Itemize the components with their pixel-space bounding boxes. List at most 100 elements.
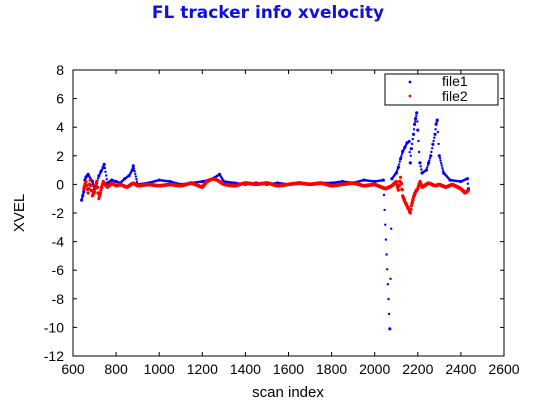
data-point — [429, 154, 432, 157]
data-point — [409, 151, 411, 153]
x-tick-label: 2000 — [359, 361, 390, 377]
data-point — [96, 186, 100, 190]
data-point — [409, 161, 412, 164]
data-point — [442, 169, 444, 171]
data-point — [104, 167, 106, 169]
x-tick-label: 1000 — [144, 361, 175, 377]
data-point — [467, 183, 469, 185]
data-point — [408, 140, 411, 143]
data-point — [133, 167, 135, 169]
data-point — [414, 117, 417, 120]
data-point — [420, 168, 422, 170]
data-point — [390, 228, 392, 230]
data-point — [412, 133, 415, 136]
data-point — [97, 197, 100, 200]
data-point — [399, 160, 401, 162]
data-point — [433, 137, 435, 139]
x-tick-label: 800 — [104, 361, 128, 377]
data-point — [89, 179, 92, 182]
data-point — [133, 170, 135, 172]
data-point — [397, 166, 400, 169]
data-point — [400, 155, 402, 157]
data-point — [386, 268, 388, 270]
y-tick-label: 4 — [56, 119, 64, 135]
data-point — [87, 191, 90, 194]
y-tick-label: -4 — [52, 234, 65, 250]
data-point — [418, 161, 421, 164]
x-tick-label: 600 — [61, 361, 85, 377]
data-point — [420, 165, 422, 167]
data-point — [441, 167, 443, 169]
data-point — [432, 140, 434, 142]
data-point — [383, 209, 385, 211]
data-point — [387, 298, 389, 300]
data-point — [399, 157, 402, 160]
data-point — [397, 189, 400, 192]
data-point — [95, 180, 98, 183]
y-axis-label: XVEL — [11, 194, 28, 232]
data-point — [416, 129, 419, 132]
data-points — [80, 111, 470, 330]
data-point — [441, 164, 443, 166]
data-point — [84, 180, 87, 183]
data-point — [434, 128, 436, 130]
data-point — [418, 151, 420, 153]
data-point — [437, 131, 439, 133]
legend: file1 file2 — [385, 73, 498, 105]
y-tick-label: -6 — [52, 262, 65, 278]
data-point — [466, 177, 469, 180]
data-point — [388, 313, 390, 315]
data-point — [411, 198, 415, 202]
plot-frame — [73, 70, 504, 356]
data-point — [415, 115, 417, 117]
data-point — [385, 238, 387, 240]
x-axis-label: scan index — [252, 384, 324, 401]
data-point — [398, 163, 400, 165]
data-point — [136, 181, 138, 183]
data-point — [437, 143, 439, 145]
data-point — [395, 180, 398, 183]
data-point — [413, 128, 415, 130]
data-point — [417, 140, 419, 142]
data-point — [385, 253, 387, 255]
data-point — [388, 327, 391, 330]
data-point — [82, 190, 85, 193]
data-point — [433, 133, 436, 136]
legend-label-file1: file1 — [442, 73, 468, 89]
data-point — [410, 147, 413, 150]
x-tick-label: 2400 — [445, 361, 476, 377]
data-point — [467, 189, 470, 192]
y-tick-label: 6 — [56, 91, 64, 107]
data-point — [438, 154, 441, 157]
data-point — [135, 178, 137, 180]
data-point — [416, 120, 418, 122]
y-tick-label: 0 — [56, 176, 64, 192]
data-point — [400, 182, 404, 186]
y-axis: -12 -10 -8 -6 -4 -2 0 2 4 6 8 — [44, 62, 504, 364]
legend-marker-file2 — [409, 95, 412, 98]
data-point — [410, 155, 412, 157]
legend-label-file2: file2 — [442, 88, 468, 104]
x-tick-label: 2200 — [402, 361, 433, 377]
series-file1 — [80, 111, 470, 330]
x-axis: 600 800 1000 1200 1400 1600 1800 2000 2200 2400 26… — [61, 70, 519, 377]
y-tick-label: -2 — [52, 205, 65, 221]
data-point — [383, 194, 385, 196]
legend-marker-file1 — [409, 81, 412, 84]
data-point — [106, 178, 108, 180]
data-point — [439, 157, 441, 159]
data-point — [384, 224, 386, 226]
data-point — [103, 163, 106, 166]
x-tick-label: 1800 — [316, 361, 347, 377]
data-point — [93, 190, 96, 193]
data-point — [400, 188, 404, 192]
x-tick-label: 1200 — [187, 361, 218, 377]
data-point — [409, 211, 412, 214]
data-point — [436, 119, 439, 122]
data-point — [387, 283, 389, 285]
y-tick-label: 8 — [56, 62, 64, 78]
data-point — [440, 162, 442, 164]
chart-title: FL tracker info xvelocity — [152, 3, 384, 23]
data-point — [431, 147, 433, 149]
